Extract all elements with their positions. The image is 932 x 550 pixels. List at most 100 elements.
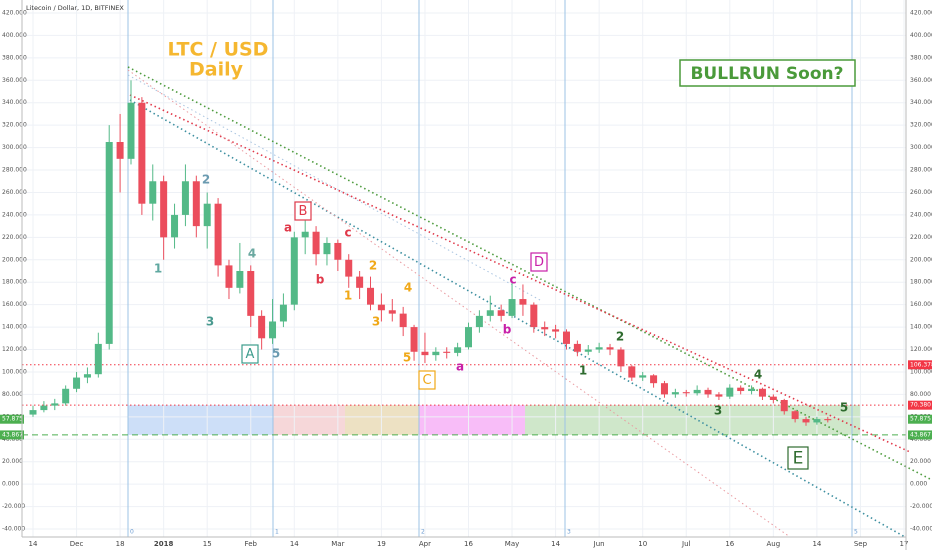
candle-body <box>650 375 658 384</box>
candle-body <box>758 388 766 397</box>
wave-box <box>418 370 436 390</box>
candle-body <box>584 349 592 352</box>
candle-body <box>105 142 113 344</box>
y-tick-label: 360.000 <box>910 77 932 84</box>
x-tick-label: Apr <box>419 540 431 548</box>
y-tick-label: 300.000 <box>910 144 932 151</box>
wave-label: b <box>316 273 325 287</box>
y-tick-label: 400.000 <box>910 32 932 39</box>
grid <box>22 0 906 537</box>
y-tick-label: 140.000 <box>2 324 27 331</box>
candle-body <box>51 403 59 406</box>
wave-label: 1 <box>344 289 352 303</box>
candle-body <box>595 347 603 350</box>
candle-body <box>737 387 745 392</box>
candle-body <box>160 181 168 238</box>
candle-body <box>40 405 48 411</box>
y-tick-label: 380.000 <box>2 54 27 61</box>
candle-body <box>149 181 157 204</box>
candle-body <box>192 181 200 227</box>
candle-body <box>334 242 342 260</box>
x-tick-label: 17 <box>900 540 909 548</box>
candle-body <box>552 329 560 332</box>
candle-body <box>399 313 407 328</box>
wave-label: D <box>534 255 544 270</box>
wave-label: 1 <box>579 364 587 378</box>
candle-body <box>181 181 189 215</box>
y-tick-label: 300.000 <box>2 144 27 151</box>
candle-body <box>475 315 483 328</box>
headline: Daily <box>189 59 244 81</box>
y-tick-label: -20.000 <box>910 503 932 510</box>
wave-box <box>241 344 259 364</box>
x-tick-label: 15 <box>203 540 212 548</box>
y-tick-label: 80.000 <box>2 391 23 398</box>
x-tick-label: 16 <box>725 540 734 548</box>
wave-labels: A B C D E 1 2 3 4 5 a b c 1 2 3 4 5 a b c 1 2 3 4 5 <box>154 173 848 470</box>
candle-body <box>813 419 821 423</box>
x-tick-label: 18 <box>116 540 125 548</box>
y-tick-label: 100.000 <box>910 368 932 375</box>
cycle-label: 2 <box>421 529 425 536</box>
candle-body <box>443 351 451 353</box>
candle-body <box>323 242 331 255</box>
price-tag <box>908 400 932 410</box>
price-tag-label: 106.378 <box>910 361 932 368</box>
y-tick-label: 20.000 <box>2 458 23 465</box>
candle-body <box>748 388 756 392</box>
wave-label: a <box>284 221 292 235</box>
candle-body <box>769 396 777 400</box>
candle-body <box>780 400 788 412</box>
candle-body <box>421 351 429 356</box>
callout-box <box>679 59 856 87</box>
wave-box <box>787 446 809 470</box>
wave-label: A <box>246 347 255 362</box>
x-tick-label: Feb <box>245 540 258 548</box>
y-tick-label: 340.000 <box>910 99 932 106</box>
wave-label: B <box>299 204 308 219</box>
y-tick-label: 380.000 <box>910 54 932 61</box>
wave-label: 3 <box>714 404 722 418</box>
candle-body <box>312 231 320 255</box>
candle-body <box>432 351 440 356</box>
x-tick-label: 19 <box>377 540 386 548</box>
y-tick-label: 220.000 <box>2 234 27 241</box>
candle-body <box>29 410 37 415</box>
candle-body <box>279 304 287 322</box>
trendlines <box>127 66 932 538</box>
y-tick-label: 220.000 <box>910 234 932 241</box>
y-tick-label: 260.000 <box>910 189 932 196</box>
candle-body <box>301 231 309 238</box>
x-tick-label: Mar <box>331 540 344 548</box>
y-tick-label: 360.000 <box>2 77 27 84</box>
wave-box <box>530 252 548 272</box>
y-tick-label: 420.000 <box>910 10 932 17</box>
wave-label: c <box>344 226 351 240</box>
candle-body <box>236 271 244 288</box>
x-tick-label: 2018 <box>154 540 174 548</box>
candle-body <box>671 392 679 395</box>
y-tick-label: -40.000 <box>910 526 932 533</box>
candle-body <box>519 299 527 305</box>
candle-body <box>258 315 266 339</box>
y-tick-label: 400.000 <box>2 32 27 39</box>
price-tag <box>908 430 932 440</box>
candle-body <box>660 383 668 395</box>
zone <box>525 405 860 435</box>
candle-body <box>127 102 135 159</box>
candle-body <box>682 392 690 394</box>
candle-body <box>247 271 255 316</box>
zone <box>273 405 345 435</box>
callout: BULLRUN Soon? <box>690 64 843 84</box>
price-tag-label: 70.380 <box>910 402 931 409</box>
y-tick-label: 160.000 <box>2 301 27 308</box>
y-tick-label: 200.000 <box>910 256 932 263</box>
y-tick-label: 320.000 <box>2 122 27 129</box>
candle-body <box>410 327 418 352</box>
zone <box>345 405 419 435</box>
y-tick-label: 180.000 <box>2 279 27 286</box>
wave-box <box>294 201 312 221</box>
y-tick-label: -20.000 <box>2 503 25 510</box>
